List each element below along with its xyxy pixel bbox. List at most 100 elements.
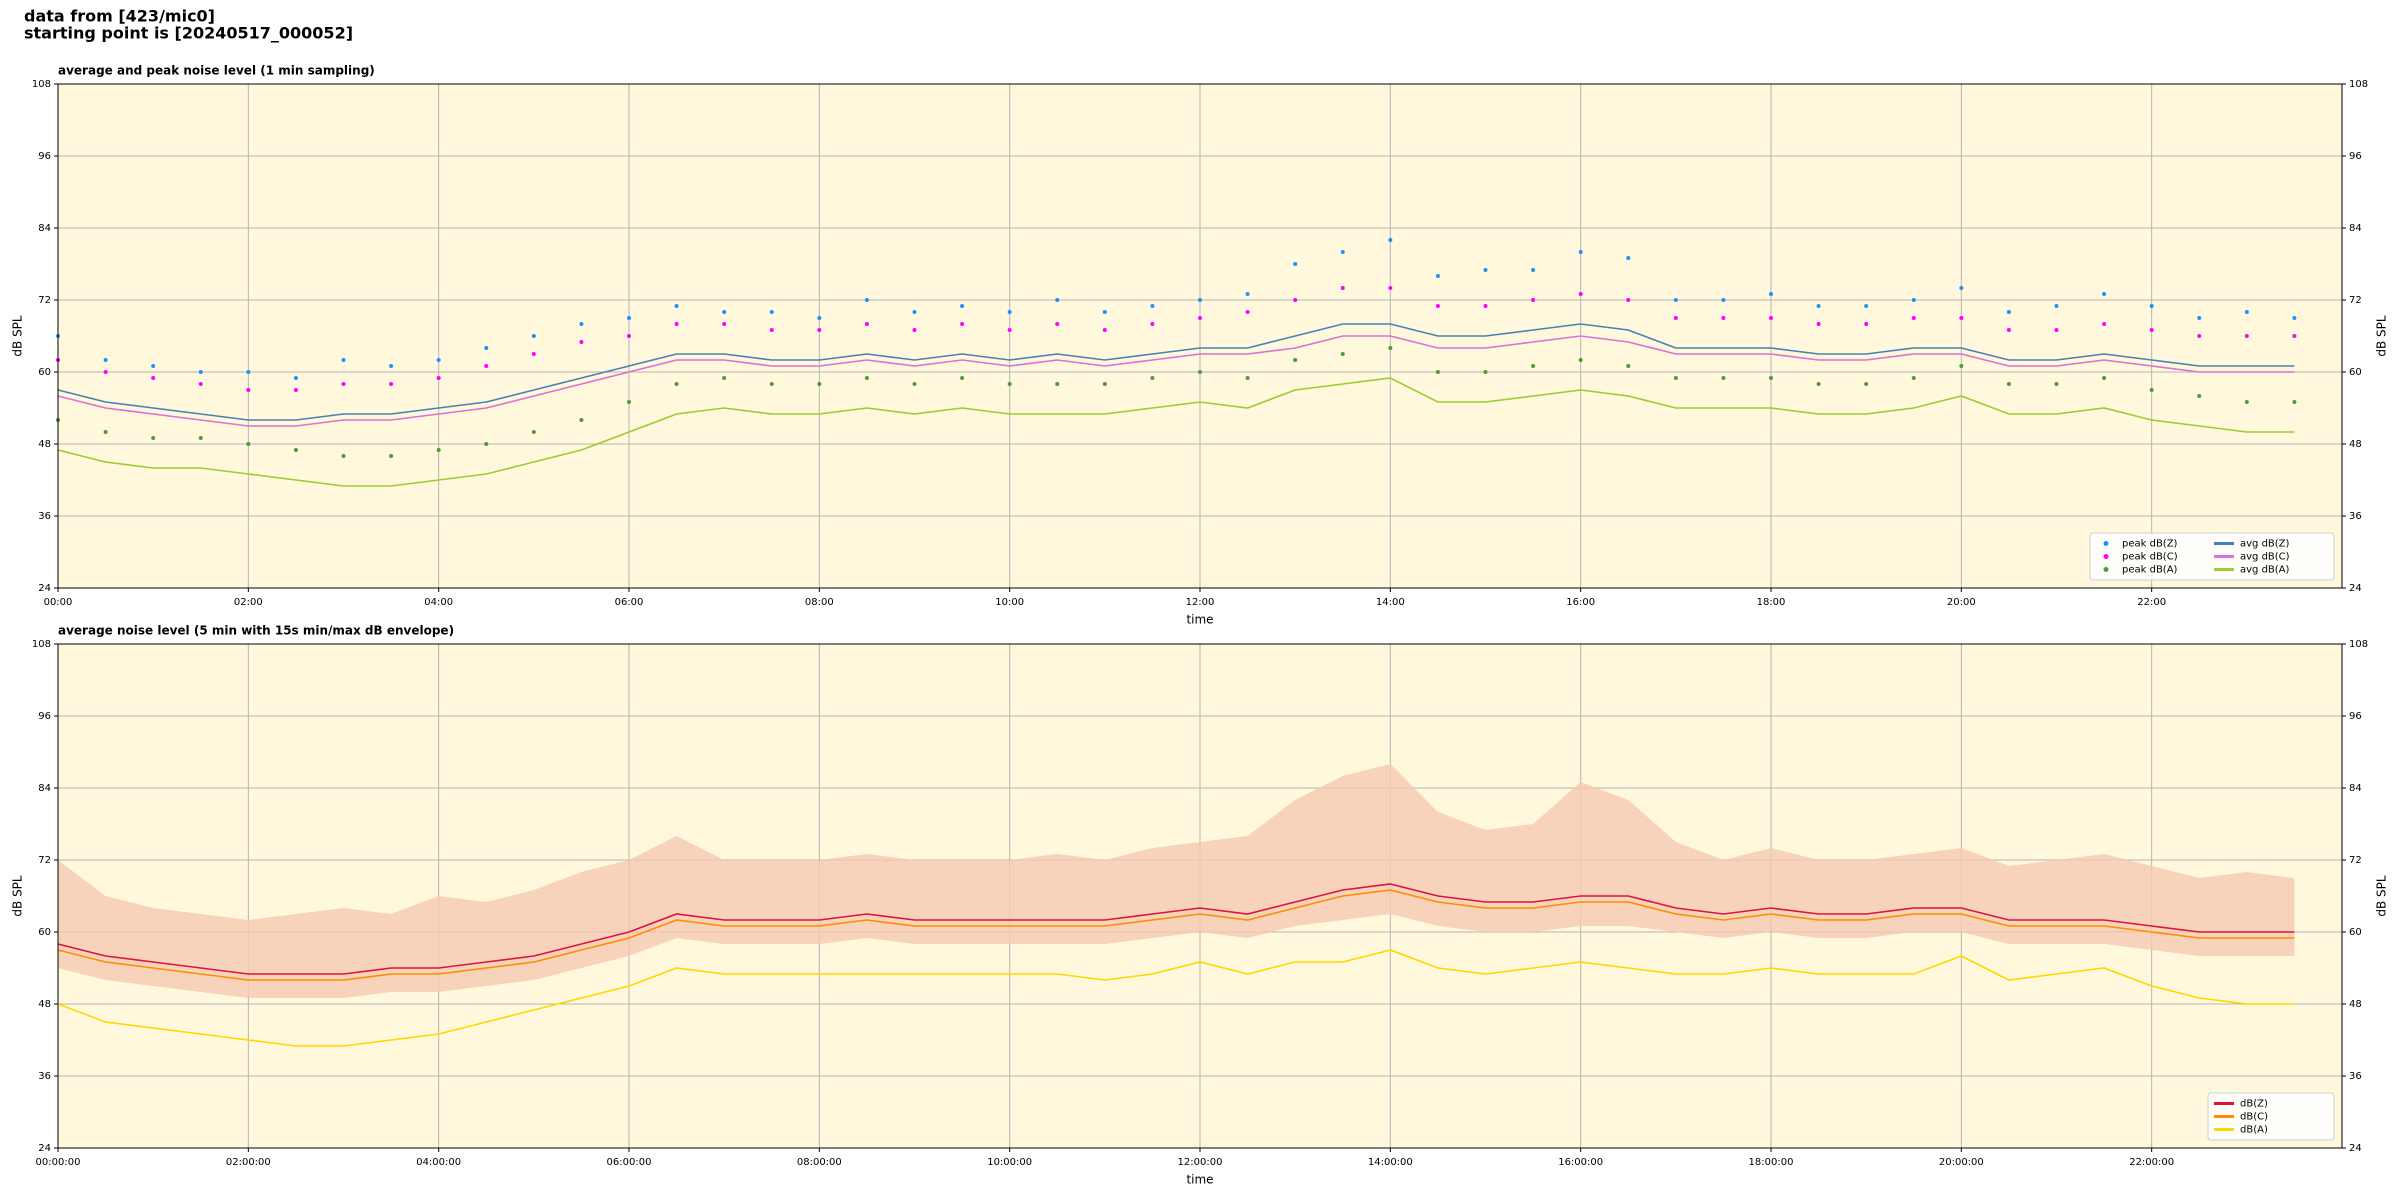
scatter-point: [912, 310, 917, 314]
scatter-point: [531, 352, 536, 356]
scatter-point: [1150, 376, 1155, 380]
y2-tick-label: 36: [2349, 1071, 2362, 1082]
y-tick-label: 24: [38, 583, 51, 594]
scatter-point: [1340, 352, 1345, 356]
legend-label: dB(A): [2240, 1125, 2268, 1136]
x-axis-label: time: [1186, 1173, 1213, 1187]
series-line: [57, 377, 2295, 487]
x-tick-label: 02:00:00: [226, 1157, 271, 1168]
legend-marker: [2103, 567, 2109, 572]
scatter-point: [1102, 310, 1107, 314]
scatter-point: [103, 358, 108, 362]
scatter-point: [579, 322, 584, 326]
scatter-point: [1435, 370, 1440, 374]
x-tick-label: 18:00: [1757, 597, 1786, 608]
scatter-point: [1769, 292, 1773, 296]
scatter-point: [2054, 382, 2059, 386]
scatter-point: [1198, 370, 1202, 374]
chart-title: average noise level (5 min with 15s min/…: [58, 624, 454, 638]
scatter-point: [674, 382, 679, 386]
scatter-point: [1102, 328, 1107, 332]
scatter-point: [1293, 298, 1298, 302]
scatter-point: [484, 346, 489, 350]
y-tick-label: 108: [32, 79, 51, 90]
scatter-point: [2102, 292, 2107, 296]
y-tick-label: 72: [38, 295, 51, 306]
scatter-point: [2054, 304, 2059, 308]
scatter-point: [1435, 304, 1440, 308]
scatter-point: [864, 322, 869, 326]
x-tick-label: 14:00:00: [1368, 1157, 1413, 1168]
scatter-point: [2054, 328, 2059, 332]
scatter-point: [627, 334, 631, 338]
x-tick-label: 08:00: [805, 597, 834, 608]
scatter-point: [1911, 298, 1916, 302]
scatter-point: [1673, 298, 1678, 302]
y2-tick-label: 60: [2349, 367, 2362, 378]
scatter-point: [389, 382, 394, 386]
scatter-point: [103, 370, 108, 374]
scatter-point: [864, 298, 869, 302]
y-tick-label: 60: [38, 927, 51, 938]
scatter-point: [1150, 304, 1155, 308]
scatter-point: [1483, 370, 1488, 374]
y2-tick-label: 60: [2349, 927, 2362, 938]
scatter-point: [627, 400, 631, 404]
legend-label: avg dB(A): [2240, 565, 2290, 576]
scatter-point: [341, 358, 346, 362]
scatter-point: [436, 448, 441, 452]
scatter-point: [1673, 376, 1678, 380]
y2-tick-label: 36: [2349, 511, 2362, 522]
y-axis-label: dB SPL: [11, 875, 25, 917]
y-tick-label: 48: [38, 999, 51, 1010]
scatter-point: [960, 376, 965, 380]
legend-box: [2207, 1092, 2335, 1141]
x-tick-label: 12:00:00: [1178, 1157, 1223, 1168]
scatter-point: [1102, 382, 1107, 386]
scatter-point: [817, 382, 822, 386]
scatter-point: [1007, 328, 1012, 332]
legend-label: dB(C): [2240, 1112, 2268, 1123]
x-tick-label: 04:00:00: [416, 1157, 461, 1168]
y-tick-label: 108: [32, 639, 51, 650]
y2-tick-label: 72: [2349, 295, 2362, 306]
scatter-point: [1483, 304, 1488, 308]
scatter-point: [1721, 298, 1726, 302]
y2-tick-label: 48: [2349, 999, 2362, 1010]
scatter-point: [674, 322, 679, 326]
y-tick-label: 48: [38, 439, 51, 450]
scatter-point: [1673, 316, 1678, 320]
scatter-point: [198, 370, 203, 374]
scatter-point: [722, 310, 727, 314]
plot-frame: [57, 83, 2343, 589]
scatter-point: [198, 436, 203, 440]
scatter-point: [293, 376, 298, 380]
x-tick-label: 22:00:00: [2129, 1157, 2174, 1168]
scatter-point: [1293, 358, 1298, 362]
scatter-point: [1911, 376, 1916, 380]
y2-tick-label: 84: [2349, 783, 2362, 794]
scatter-point: [1578, 358, 1583, 362]
x-tick-label: 06:00:00: [607, 1157, 652, 1168]
legend-box: [2089, 532, 2335, 581]
scatter-point: [246, 442, 251, 446]
scatter-point: [1531, 364, 1536, 368]
scatter-point: [1626, 256, 1631, 260]
scatter-point: [1531, 268, 1536, 272]
chart-title: average and peak noise level (1 min samp…: [58, 64, 375, 78]
series-line: [57, 335, 2295, 427]
scatter-point: [1864, 382, 1869, 386]
x-tick-label: 22:00: [2137, 597, 2166, 608]
legend-label: avg dB(C): [2240, 552, 2290, 563]
scatter-point: [246, 388, 251, 392]
scatter-point: [1769, 316, 1773, 320]
scatter-point: [817, 316, 822, 320]
scatter-point: [2149, 328, 2154, 332]
scatter-point: [674, 304, 679, 308]
scatter-point: [1388, 286, 1393, 290]
scatter-point: [1245, 292, 1250, 296]
scatter-point: [1959, 286, 1964, 290]
scatter-point: [1816, 382, 1821, 386]
scatter-point: [389, 364, 394, 368]
series-line: [57, 889, 2295, 981]
